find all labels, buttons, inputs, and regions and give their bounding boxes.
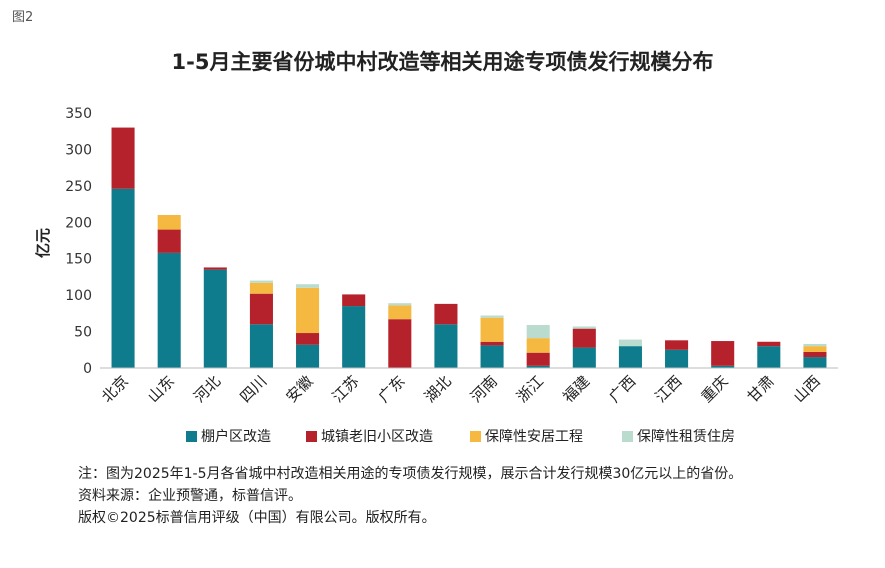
bar-segment [249,293,273,325]
bar-segment [388,319,412,368]
bar-segment [434,324,458,368]
source-text: 资料来源：企业预警通，标普信评。 [78,488,302,504]
x-tick-label: 福建 [559,372,593,406]
bar-segment [157,252,181,368]
legend-label: 城镇老旧小区改造 [321,429,433,445]
bar-segment [480,317,504,342]
y-tick-label: 250 [65,179,92,195]
bar-segment [526,325,550,339]
x-tick-label: 河北 [190,372,224,406]
bar-segment [296,333,320,345]
bar-segment [803,351,827,358]
figure-label: 图2 [12,10,34,25]
bar-segment [526,338,550,353]
bar-segment [526,365,550,368]
bar-segment [249,282,273,294]
x-tick-label: 广西 [605,372,639,406]
legend-label: 保障性安居工程 [485,429,583,445]
bar-segment [203,269,227,368]
legend: 棚户区改造 城镇老旧小区改造 保障性安居工程 保障性租赁住房 [186,428,735,445]
y-axis-label: 亿元 [34,228,52,258]
bar-segment [342,294,366,307]
bars-group [111,127,827,368]
bar-segment [388,303,412,306]
x-tick-label: 北京 [98,372,132,406]
bar-segment [572,328,596,348]
bar-segment [480,315,504,318]
bar-segment [296,344,320,368]
y-tick-label: 0 [83,361,92,377]
chart-title: 1-5月主要省份城中村改造等相关用途专项债发行规模分布 [171,50,714,74]
bar-segment [711,365,735,368]
bar-segment [480,345,504,368]
bar-segment [480,341,504,346]
legend-label: 棚户区改造 [201,428,271,445]
bar-segment [711,341,735,366]
legend-label: 保障性租赁住房 [637,429,735,445]
bar-segment [388,305,412,320]
bar-segment [803,346,827,352]
legend-swatch [622,431,633,442]
bar-segment [296,284,320,288]
x-tick-label: 安徽 [282,372,316,406]
x-tick-label: 山西 [790,372,824,406]
x-tick-label: 江西 [651,372,685,406]
bar-segment [342,306,366,368]
bar-segment [618,339,642,347]
x-tick-label: 四川 [236,372,270,406]
bar-segment [757,341,781,347]
x-tick-label: 甘肃 [744,372,778,406]
bar-segment [803,343,827,347]
y-tick-label: 300 [65,142,92,158]
bar-segment [111,127,135,189]
bar-segment [111,188,135,368]
bar-segment [665,340,689,350]
bar-segment [665,349,689,368]
x-tick-label: 重庆 [698,372,732,406]
bar-segment [157,229,181,253]
note-text: 注：图为2025年1-5月各省城中村改造相关用途的专项债发行规模，展示合计发行规… [78,466,743,482]
x-tick-label: 河南 [467,372,501,406]
x-axis: 北京 山东 河北 四川 安徽 江苏 广东 湖北 河南 浙江 福建 广西 江西 重庆 甘肃 山西 [98,367,838,406]
y-tick-label: 50 [74,325,92,341]
stacked-bar-chart: 0 50 100 150 200 250 300 350 北京 山东 河北 四川 安徽 江苏 广东 湖北 河南… [34,106,838,445]
x-tick-label: 山东 [144,372,178,406]
y-tick-label: 150 [65,252,92,268]
x-tick-label: 湖北 [421,372,455,406]
x-tick-label: 江苏 [329,372,363,406]
bar-segment [803,357,827,368]
copyright-text: 版权©2025标普信用评级（中国）有限公司。版权所有。 [78,510,436,526]
bar-segment [203,267,227,270]
legend-swatch [470,431,481,442]
legend-swatch [186,431,197,442]
y-axis: 0 50 100 150 200 250 300 350 [65,106,92,377]
bar-segment [157,215,181,230]
bar-segment [249,280,273,283]
legend-swatch [306,431,317,442]
notes-block: 注：图为2025年1-5月各省城中村改造相关用途的专项债发行规模，展示合计发行规… [78,463,868,529]
x-tick-label: 广东 [375,372,409,406]
bar-segment [618,346,642,368]
bar-segment [434,303,458,325]
bar-segment [526,352,550,366]
bar-segment [572,347,596,368]
y-tick-label: 200 [65,215,92,231]
bar-segment [572,326,596,329]
x-tick-label: 浙江 [513,372,547,406]
bar-segment [249,324,273,368]
bar-segment [296,287,320,334]
y-tick-label: 100 [65,288,92,304]
bar-segment [757,346,781,368]
y-tick-label: 350 [65,106,92,122]
